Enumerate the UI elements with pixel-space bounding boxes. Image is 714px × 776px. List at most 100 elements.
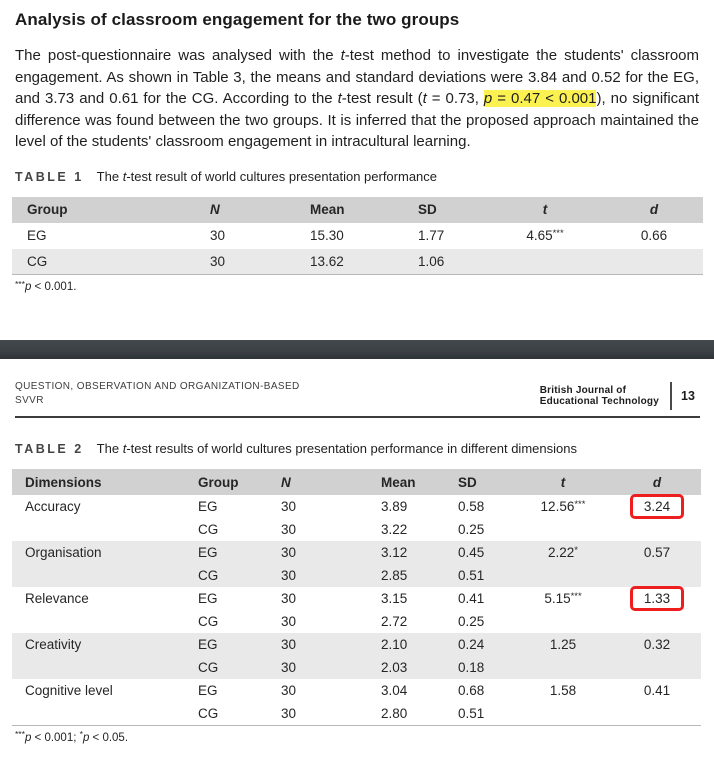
text-run: t xyxy=(122,168,127,184)
table-cell: 30 xyxy=(281,591,297,606)
cell-value: 3.24 xyxy=(643,499,671,514)
table-row: CG 30 3.22 0.25 xyxy=(12,518,701,541)
column-header: d xyxy=(649,202,659,217)
page-header: QUESTION, OBSERVATION AND ORGANIZATION-B… xyxy=(15,380,699,410)
highlighted-text: = 0.47 < 0.001 xyxy=(492,90,597,107)
text-run: t xyxy=(122,441,127,456)
journal-name: British Journal of Educational Technolog… xyxy=(540,385,659,408)
table-cell: 3.15 xyxy=(381,591,408,606)
table-cell: 13.62 xyxy=(310,253,344,269)
text-run: t xyxy=(340,47,345,64)
table1-caption-text: The t-test result of world cultures pres… xyxy=(97,169,437,184)
table-row: EG 30 15.30 1.77 4.65*** 0.66 xyxy=(12,223,703,249)
column-header: Mean xyxy=(310,202,345,217)
table-cell: CG xyxy=(198,568,219,583)
header-vertical-divider xyxy=(670,382,672,410)
cell-value: 4.65 xyxy=(526,228,553,243)
column-header: t xyxy=(560,474,566,490)
table-cell: 0.41 xyxy=(643,683,671,698)
table-cell xyxy=(613,564,701,587)
table-row: CG 30 13.62 1.06 xyxy=(12,248,703,275)
cell-value: 12.56 xyxy=(540,499,575,514)
significance-asterisks: *** xyxy=(15,729,25,739)
text-run: < 0.001; xyxy=(31,731,80,744)
table-cell: 30 xyxy=(281,614,297,629)
table-cell: 2.10 xyxy=(381,637,408,652)
table-cell: 2.03 xyxy=(381,660,408,675)
table-cell: 0.51 xyxy=(458,705,485,721)
table-row: CG 30 2.85 0.51 xyxy=(12,564,701,587)
table-cell: CG xyxy=(198,660,219,675)
table-cell: EG xyxy=(27,228,47,243)
column-header: N xyxy=(210,202,220,217)
table-cell: 4.65*** xyxy=(485,223,605,249)
table-cell: 2.22* xyxy=(513,541,613,564)
table-cell: 0.68 xyxy=(458,683,485,698)
table2-footnote: ***p < 0.001; *p < 0.05. xyxy=(15,729,714,744)
table-cell: EG xyxy=(198,683,218,698)
running-head: QUESTION, OBSERVATION AND ORGANIZATION-B… xyxy=(15,380,300,407)
table-cell xyxy=(513,702,613,725)
significance-asterisks: * xyxy=(79,729,83,739)
table-cell: 12.56*** xyxy=(513,495,613,518)
table-cell: Relevance xyxy=(25,591,89,606)
text-run: t xyxy=(422,90,427,107)
table1-caption: TABLE 1 The t-test result of world cultur… xyxy=(15,169,714,184)
table-cell: Cognitive level xyxy=(25,683,113,698)
table-cell: 30 xyxy=(281,683,297,698)
column-header: Group xyxy=(198,474,239,490)
header-rule xyxy=(15,416,700,418)
table-cell: 0.57 xyxy=(643,545,671,560)
table-row: CG 30 2.72 0.25 xyxy=(12,610,701,633)
table-cell: 0.41 xyxy=(458,591,485,606)
table-row: Relevance EG 30 3.15 0.41 5.15*** 1.33 xyxy=(12,586,701,611)
table2-caption: TABLE 2 The t-test results of world cultu… xyxy=(15,441,714,456)
significance-asterisks: *** xyxy=(570,590,582,602)
significance-asterisks: *** xyxy=(552,227,564,239)
running-head-line2: SVVR xyxy=(15,394,44,406)
text-run: t xyxy=(337,90,342,107)
table-cell: 0.25 xyxy=(458,614,485,629)
column-header: N xyxy=(281,474,291,490)
table-cell: CG xyxy=(198,522,219,537)
table-cell: 30 xyxy=(281,522,297,537)
table-cell: 0.24 xyxy=(458,637,485,652)
table-cell: Organisation xyxy=(25,545,102,560)
table-cell: 30 xyxy=(281,568,297,583)
table-row: Creativity EG 30 2.10 0.24 1.25 0.32 xyxy=(12,633,701,656)
table-cell xyxy=(12,702,198,725)
t-test-results-table-2: Dimensions Group N Mean SD t d Accuracy EG 30 3.89… xyxy=(12,469,701,726)
column-header: Dimensions xyxy=(25,474,102,490)
table-cell xyxy=(613,518,701,541)
column-header: Group xyxy=(27,202,68,217)
cell-value: 5.15 xyxy=(544,591,571,606)
table-cell xyxy=(613,702,701,725)
table1-label: TABLE 1 xyxy=(15,169,84,184)
cell-value: 1.33 xyxy=(643,591,671,606)
red-annotation-box: 3.24 xyxy=(629,494,685,519)
table-cell xyxy=(12,610,198,633)
table-cell: 3.22 xyxy=(381,522,408,537)
text-run: -test result ( xyxy=(341,90,423,107)
table-row: Cognitive level EG 30 3.04 0.68 1.58 0.41 xyxy=(12,679,701,702)
table-cell xyxy=(605,249,703,275)
table-cell xyxy=(613,610,701,633)
text-run: The post-questionnaire was analysed with… xyxy=(15,47,341,64)
table-cell: EG xyxy=(198,499,218,514)
table-cell: 0.45 xyxy=(458,545,485,560)
text-run: -test result of world cultures presentat… xyxy=(126,168,438,184)
journal-block: British Journal of Educational Technolog… xyxy=(540,382,699,410)
table-cell: 1.33 xyxy=(613,586,701,611)
table-cell xyxy=(485,249,605,275)
table-cell: 30 xyxy=(281,660,297,675)
table-cell: EG xyxy=(198,637,218,652)
table-cell: 3.89 xyxy=(381,499,408,514)
table-cell: 30 xyxy=(210,228,226,243)
document-page: Analysis of classroom engagement for the… xyxy=(0,10,714,744)
text-run: p xyxy=(82,731,90,744)
table-cell: CG xyxy=(198,705,219,721)
table-cell: 2.72 xyxy=(381,614,408,629)
significance-asterisks: *** xyxy=(15,278,25,289)
table-cell: 30 xyxy=(281,545,297,560)
text-run: -test results of world cultures presenta… xyxy=(126,441,577,456)
